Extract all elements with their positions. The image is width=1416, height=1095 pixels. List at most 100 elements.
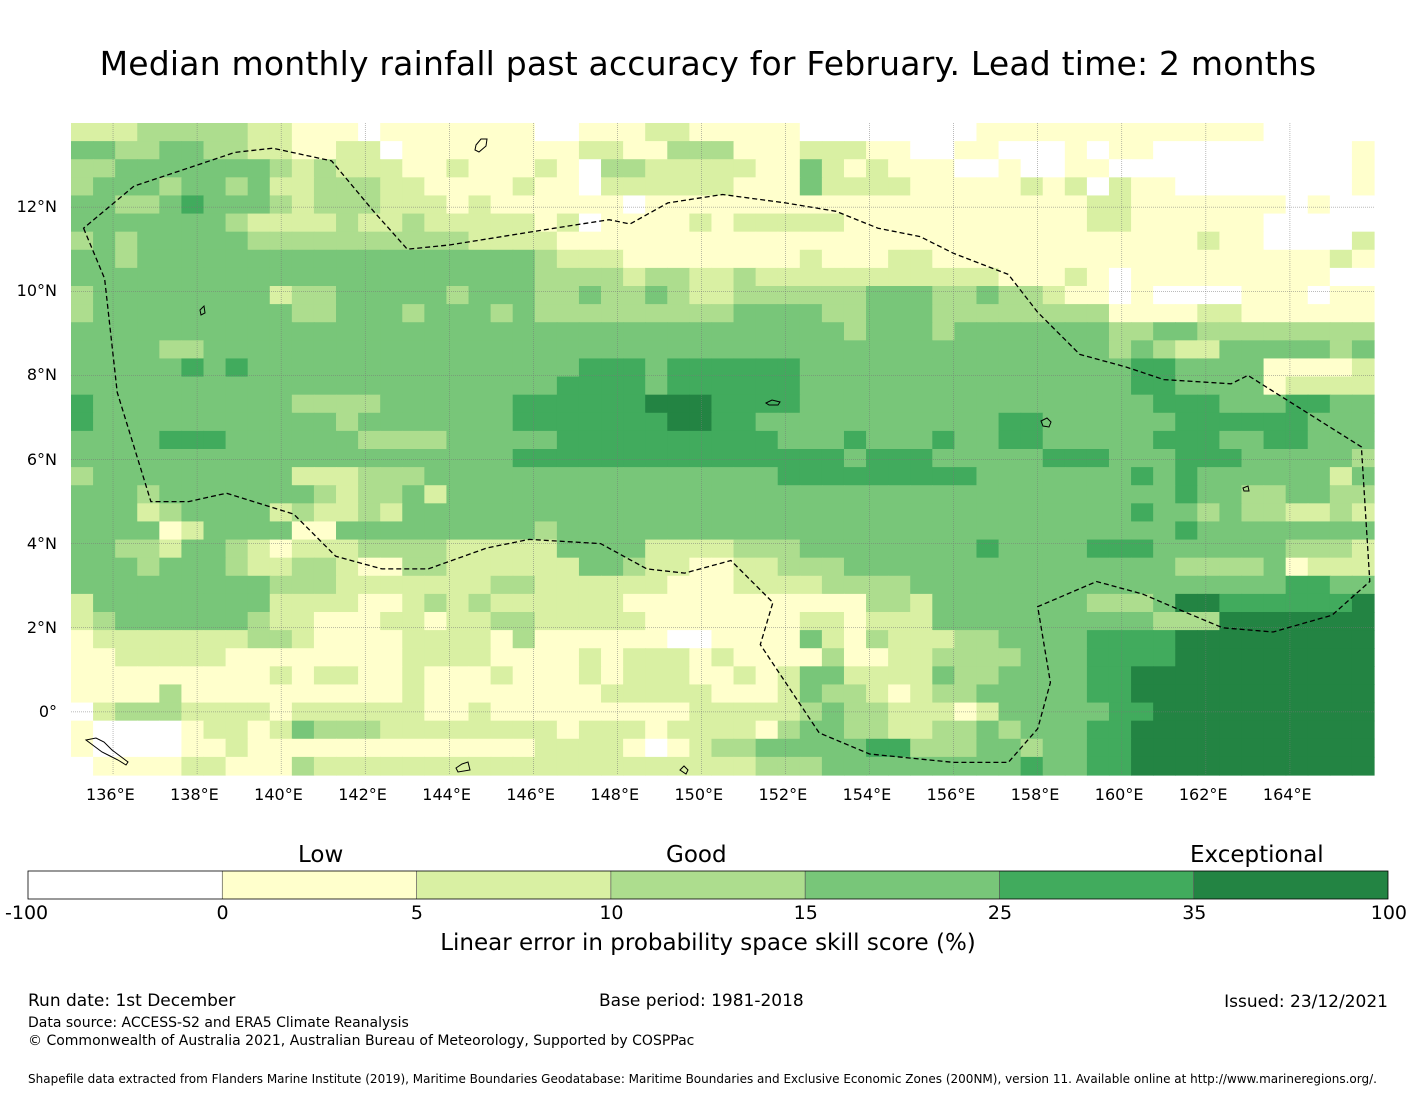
- grid-cell: [1307, 159, 1331, 178]
- grid-cell: [402, 141, 425, 160]
- grid-cell: [910, 195, 933, 215]
- grid-cell: [578, 756, 602, 776]
- grid-cell: [667, 593, 690, 613]
- grid-cell: [1020, 720, 1044, 740]
- grid-cell: [1285, 521, 1309, 541]
- grid-cell: [512, 340, 536, 360]
- grid-cell: [888, 267, 911, 287]
- grid-cell: [578, 304, 602, 323]
- grid-cell: [1131, 430, 1154, 450]
- grid-cell: [291, 141, 315, 160]
- grid-cell: [1131, 666, 1154, 686]
- grid-cell: [932, 521, 955, 541]
- grid-cell: [1219, 141, 1243, 160]
- grid-cell: [601, 630, 624, 649]
- grid-cell: [225, 684, 249, 704]
- grid-cell: [446, 304, 470, 323]
- grid-cell: [755, 213, 779, 233]
- grid-cell: [799, 539, 823, 559]
- grid-cell: [490, 412, 514, 432]
- grid-cell: [711, 376, 735, 396]
- grid-cell: [998, 322, 1022, 341]
- grid-cell: [159, 485, 183, 504]
- grid-cell: [932, 756, 955, 776]
- grid-cell: [512, 702, 536, 722]
- grid-cell: [1219, 340, 1243, 360]
- grid-cell: [93, 756, 116, 776]
- grid-cell: [1131, 141, 1154, 160]
- grid-cell: [1131, 630, 1154, 649]
- grid-cell: [1153, 449, 1176, 468]
- grid-cell: [954, 430, 978, 450]
- grid-cell: [358, 141, 381, 160]
- grid-cell: [446, 412, 470, 432]
- grid-cell: [269, 756, 293, 776]
- grid-cell: [1285, 340, 1309, 360]
- grid-cell: [733, 286, 757, 305]
- grid-cell: [954, 684, 978, 704]
- grid-cell: [424, 141, 448, 160]
- grid-cell: [888, 575, 911, 595]
- grid-cell: [799, 449, 823, 468]
- grid-cell: [976, 304, 1000, 323]
- grid-cell: [601, 521, 624, 541]
- grid-cell: [755, 503, 779, 523]
- grid-cell: [115, 666, 138, 686]
- grid-cell: [1153, 412, 1176, 432]
- grid-cell: [556, 322, 580, 341]
- grid-cell: [402, 231, 425, 251]
- grid-cell: [799, 430, 823, 450]
- grid-cell: [490, 575, 514, 595]
- grid-cell: [578, 612, 602, 631]
- grid-cell: [291, 467, 315, 486]
- grid-cell: [1263, 322, 1287, 341]
- grid-cell: [71, 557, 94, 577]
- grid-cell: [777, 630, 801, 649]
- grid-cell: [998, 123, 1022, 142]
- grid-cell: [181, 123, 205, 142]
- grid-cell: [1307, 231, 1331, 251]
- grid-cell: [932, 358, 955, 378]
- category-good: Good: [666, 842, 727, 868]
- grid-cell: [1285, 467, 1309, 486]
- grid-cell: [137, 304, 160, 323]
- grid-cell: [578, 267, 602, 287]
- grid-cell: [601, 358, 624, 378]
- grid-cell: [115, 467, 138, 486]
- grid-cell: [203, 485, 227, 504]
- grid-cell: [755, 467, 779, 486]
- grid-cell: [1086, 376, 1110, 396]
- grid-cell: [512, 720, 536, 740]
- grid-cell: [556, 249, 580, 269]
- grid-cell: [733, 304, 757, 323]
- grid-cell: [225, 322, 249, 341]
- grid-cell: [998, 666, 1022, 686]
- grid-cell: [534, 738, 558, 758]
- grid-cell: [556, 430, 580, 450]
- grid-cell: [313, 141, 337, 160]
- grid-cell: [115, 485, 138, 504]
- grid-cell: [1131, 449, 1154, 468]
- grid-cell: [556, 630, 580, 649]
- grid-cell: [490, 141, 514, 160]
- grid-cell: [1175, 612, 1198, 631]
- grid-cell: [932, 177, 955, 197]
- grid-cell: [358, 394, 381, 414]
- grid-cell: [247, 322, 271, 341]
- grid-cell: [203, 612, 227, 631]
- lon-tick-label: 162°E: [1178, 785, 1228, 804]
- grid-cell: [159, 503, 183, 523]
- grid-cell: [1108, 666, 1132, 686]
- grid-cell: [358, 286, 381, 305]
- grid-cell: [777, 340, 801, 360]
- grid-cell: [578, 539, 602, 559]
- colorbar-tick-label: 15: [793, 902, 818, 924]
- grid-cell: [645, 720, 668, 740]
- grid-cell: [247, 738, 271, 758]
- grid-cell: [954, 666, 978, 686]
- grid-cell: [291, 449, 315, 468]
- grid-cell: [313, 249, 337, 269]
- grid-cell: [203, 648, 227, 667]
- grid-cell: [1108, 720, 1132, 740]
- grid-cell: [1197, 593, 1220, 613]
